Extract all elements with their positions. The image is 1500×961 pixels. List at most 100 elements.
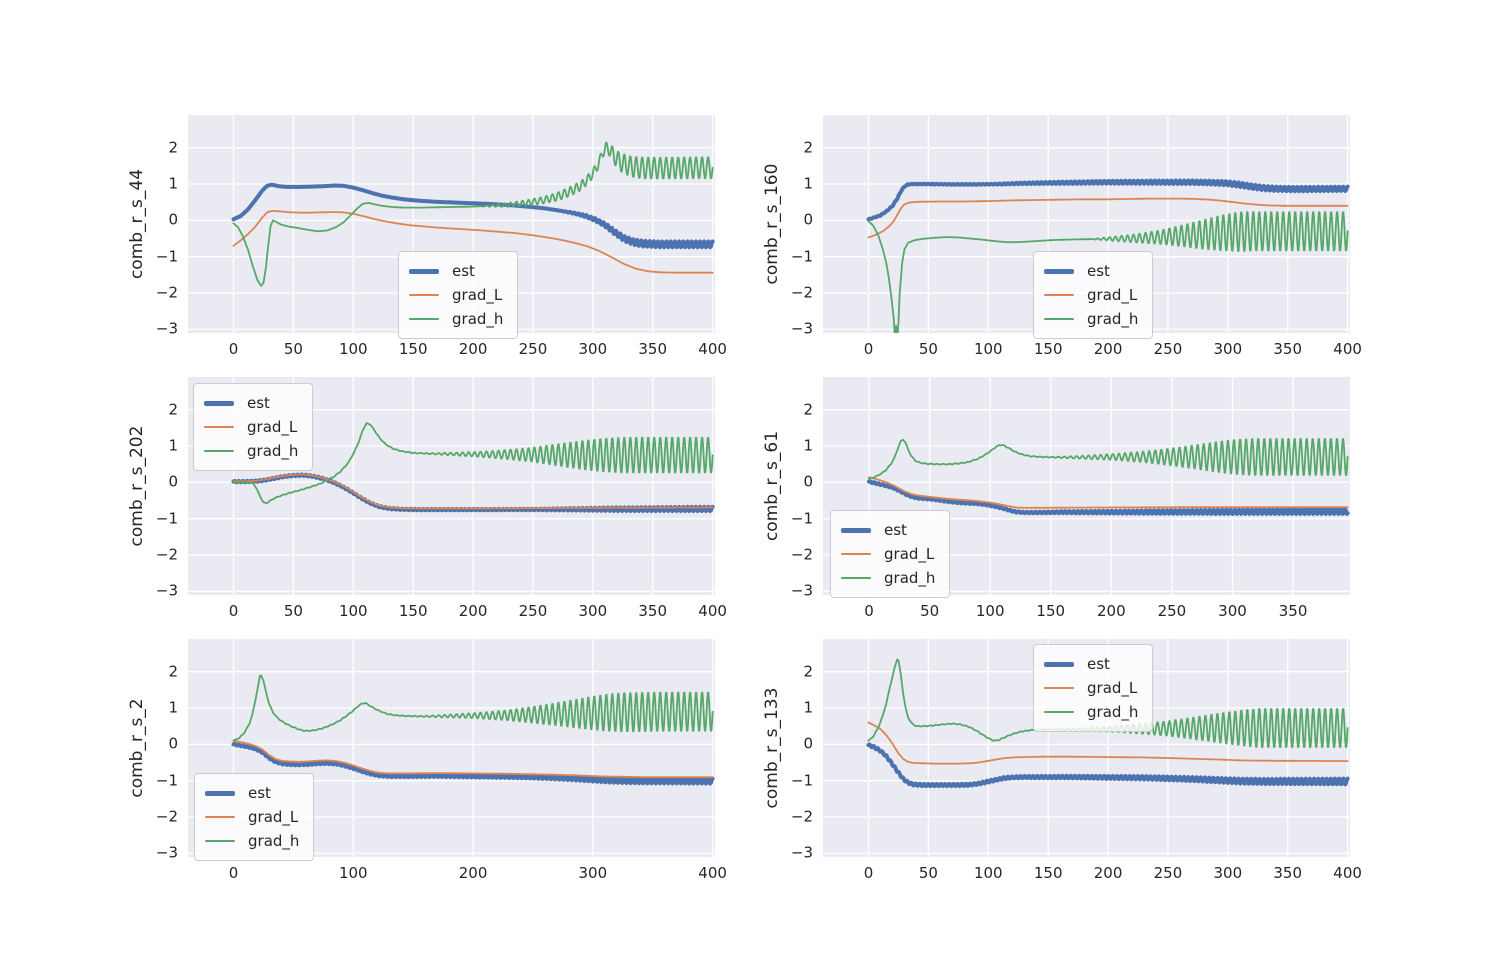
legend-swatch-grad_h bbox=[204, 450, 234, 452]
y-axis-label: comb_r_s_202 bbox=[127, 425, 147, 547]
x-tick-label: 300 bbox=[578, 864, 608, 882]
y-tick-label: 1 bbox=[803, 698, 813, 717]
legend-label: est bbox=[884, 520, 907, 539]
y-tick-label: −3 bbox=[155, 581, 178, 600]
x-tick-label: 0 bbox=[863, 340, 874, 358]
y-tick-label: −2 bbox=[790, 283, 813, 302]
legend-swatch-est bbox=[409, 268, 439, 274]
y-tick-label: 1 bbox=[168, 436, 178, 455]
y-tick-label: −2 bbox=[155, 283, 178, 302]
y-tick-label: −3 bbox=[790, 319, 813, 338]
x-tick-label: 300 bbox=[1218, 602, 1247, 620]
x-tick-label: 350 bbox=[1273, 340, 1303, 358]
legend-label: grad_L bbox=[884, 544, 935, 563]
x-tick-label: 200 bbox=[1093, 864, 1123, 882]
legend-swatch-grad_h bbox=[1044, 711, 1074, 713]
legend-label: grad_h bbox=[248, 831, 300, 850]
y-tick-label: 2 bbox=[803, 138, 813, 157]
legend-swatch-grad_h bbox=[1044, 318, 1074, 320]
y-tick-label: 2 bbox=[168, 138, 178, 157]
legend: est grad_L grad_h bbox=[193, 383, 314, 471]
x-tick-label: 350 bbox=[638, 602, 668, 620]
x-tick-label: 0 bbox=[864, 602, 874, 620]
series-line-grad_L bbox=[867, 197, 1349, 239]
y-tick-label: −1 bbox=[790, 509, 813, 528]
plot-area bbox=[188, 639, 715, 857]
x-tick-label: 150 bbox=[398, 340, 428, 358]
y-tick-label: 2 bbox=[168, 400, 178, 419]
legend-item-est: est bbox=[205, 782, 299, 804]
legend-label: grad_L bbox=[452, 285, 503, 304]
x-tick-label: 300 bbox=[578, 602, 608, 620]
legend-item-est: est bbox=[409, 260, 503, 282]
y-tick-label: −1 bbox=[155, 509, 178, 528]
y-axis-label: comb_r_s_44 bbox=[127, 168, 147, 280]
legend-item-grad_L: grad_L bbox=[205, 806, 299, 828]
legend-label: grad_h bbox=[1087, 702, 1139, 721]
x-tick-label: 300 bbox=[1213, 340, 1243, 358]
y-tick-label: −1 bbox=[155, 771, 178, 790]
legend-item-grad_h: grad_h bbox=[841, 567, 935, 589]
x-tick-label: 200 bbox=[1093, 340, 1123, 358]
legend-swatch-grad_L bbox=[409, 294, 439, 296]
x-tick-label: 400 bbox=[1333, 340, 1362, 358]
y-tick-label: −3 bbox=[155, 319, 178, 338]
x-tick-label: 250 bbox=[518, 340, 548, 358]
x-tick-label: 400 bbox=[698, 864, 727, 882]
x-tick-label: 100 bbox=[338, 340, 368, 358]
x-tick-label: 350 bbox=[1273, 864, 1303, 882]
series-line-grad_L bbox=[232, 210, 714, 274]
legend-label: grad_h bbox=[1087, 309, 1139, 328]
legend-label: est bbox=[1087, 654, 1110, 673]
y-axis-label: comb_r_s_2 bbox=[127, 698, 147, 798]
x-tick-label: 50 bbox=[283, 602, 303, 620]
legend-item-grad_h: grad_h bbox=[1044, 308, 1138, 330]
legend-label: grad_h bbox=[452, 309, 504, 328]
plot-area bbox=[188, 377, 715, 595]
y-tick-label: 2 bbox=[803, 400, 813, 419]
x-tick-label: 250 bbox=[1153, 864, 1183, 882]
legend-item-est: est bbox=[1044, 653, 1138, 675]
x-tick-label: 50 bbox=[918, 340, 938, 358]
y-tick-label: 1 bbox=[803, 174, 813, 193]
y-tick-label: −1 bbox=[155, 247, 178, 266]
x-tick-label: 400 bbox=[698, 602, 727, 620]
y-axis-label: comb_r_s_61 bbox=[762, 430, 782, 542]
x-tick-label: 250 bbox=[1157, 602, 1187, 620]
legend-label: grad_L bbox=[1087, 285, 1138, 304]
y-tick-label: 1 bbox=[803, 436, 813, 455]
series-line-grad_L bbox=[232, 739, 714, 778]
series-line-grad_h bbox=[867, 211, 1349, 333]
y-tick-label: −2 bbox=[155, 807, 178, 826]
y-tick-label: −2 bbox=[155, 545, 178, 564]
y-axis-label: comb_r_s_133 bbox=[762, 687, 782, 809]
x-tick-label: 250 bbox=[1153, 340, 1183, 358]
legend-swatch-est bbox=[205, 790, 235, 796]
series-line-grad_h bbox=[868, 438, 1349, 480]
x-tick-label: 0 bbox=[228, 864, 239, 882]
legend-item-grad_L: grad_L bbox=[204, 416, 298, 438]
legend-label: grad_h bbox=[247, 441, 299, 460]
series-line-est bbox=[866, 742, 1350, 789]
series-line-est bbox=[231, 741, 715, 786]
y-tick-label: −2 bbox=[790, 807, 813, 826]
series-line-grad_L bbox=[868, 476, 1349, 509]
legend: est grad_L grad_h bbox=[194, 773, 315, 861]
y-tick-label: 0 bbox=[803, 472, 813, 491]
x-tick-label: 200 bbox=[1097, 602, 1126, 620]
subplot-comb_r_s_133: comb_r_s_133 est grad_L grad_h 0 50 100 150… bbox=[762, 639, 1362, 881]
legend-label: est bbox=[248, 783, 271, 802]
gridlines bbox=[188, 377, 715, 595]
legend-swatch-grad_h bbox=[409, 318, 439, 320]
subplot-comb_r_s_2: comb_r_s_2 est grad_L grad_h 0 100 200 300 4… bbox=[127, 639, 727, 881]
y-tick-label: 1 bbox=[168, 698, 178, 717]
y-tick-label: −3 bbox=[155, 843, 178, 862]
subplot-comb_r_s_202: comb_r_s_202 est grad_L grad_h 0 50 100 150… bbox=[127, 377, 727, 619]
legend: est grad_L grad_h bbox=[1033, 251, 1154, 339]
legend-item-est: est bbox=[841, 519, 935, 541]
x-tick-label: 400 bbox=[1333, 864, 1362, 882]
y-tick-label: 0 bbox=[168, 472, 178, 491]
x-tick-label: 100 bbox=[338, 864, 368, 882]
legend-label: est bbox=[247, 393, 270, 412]
series-line-grad_h bbox=[232, 141, 714, 287]
